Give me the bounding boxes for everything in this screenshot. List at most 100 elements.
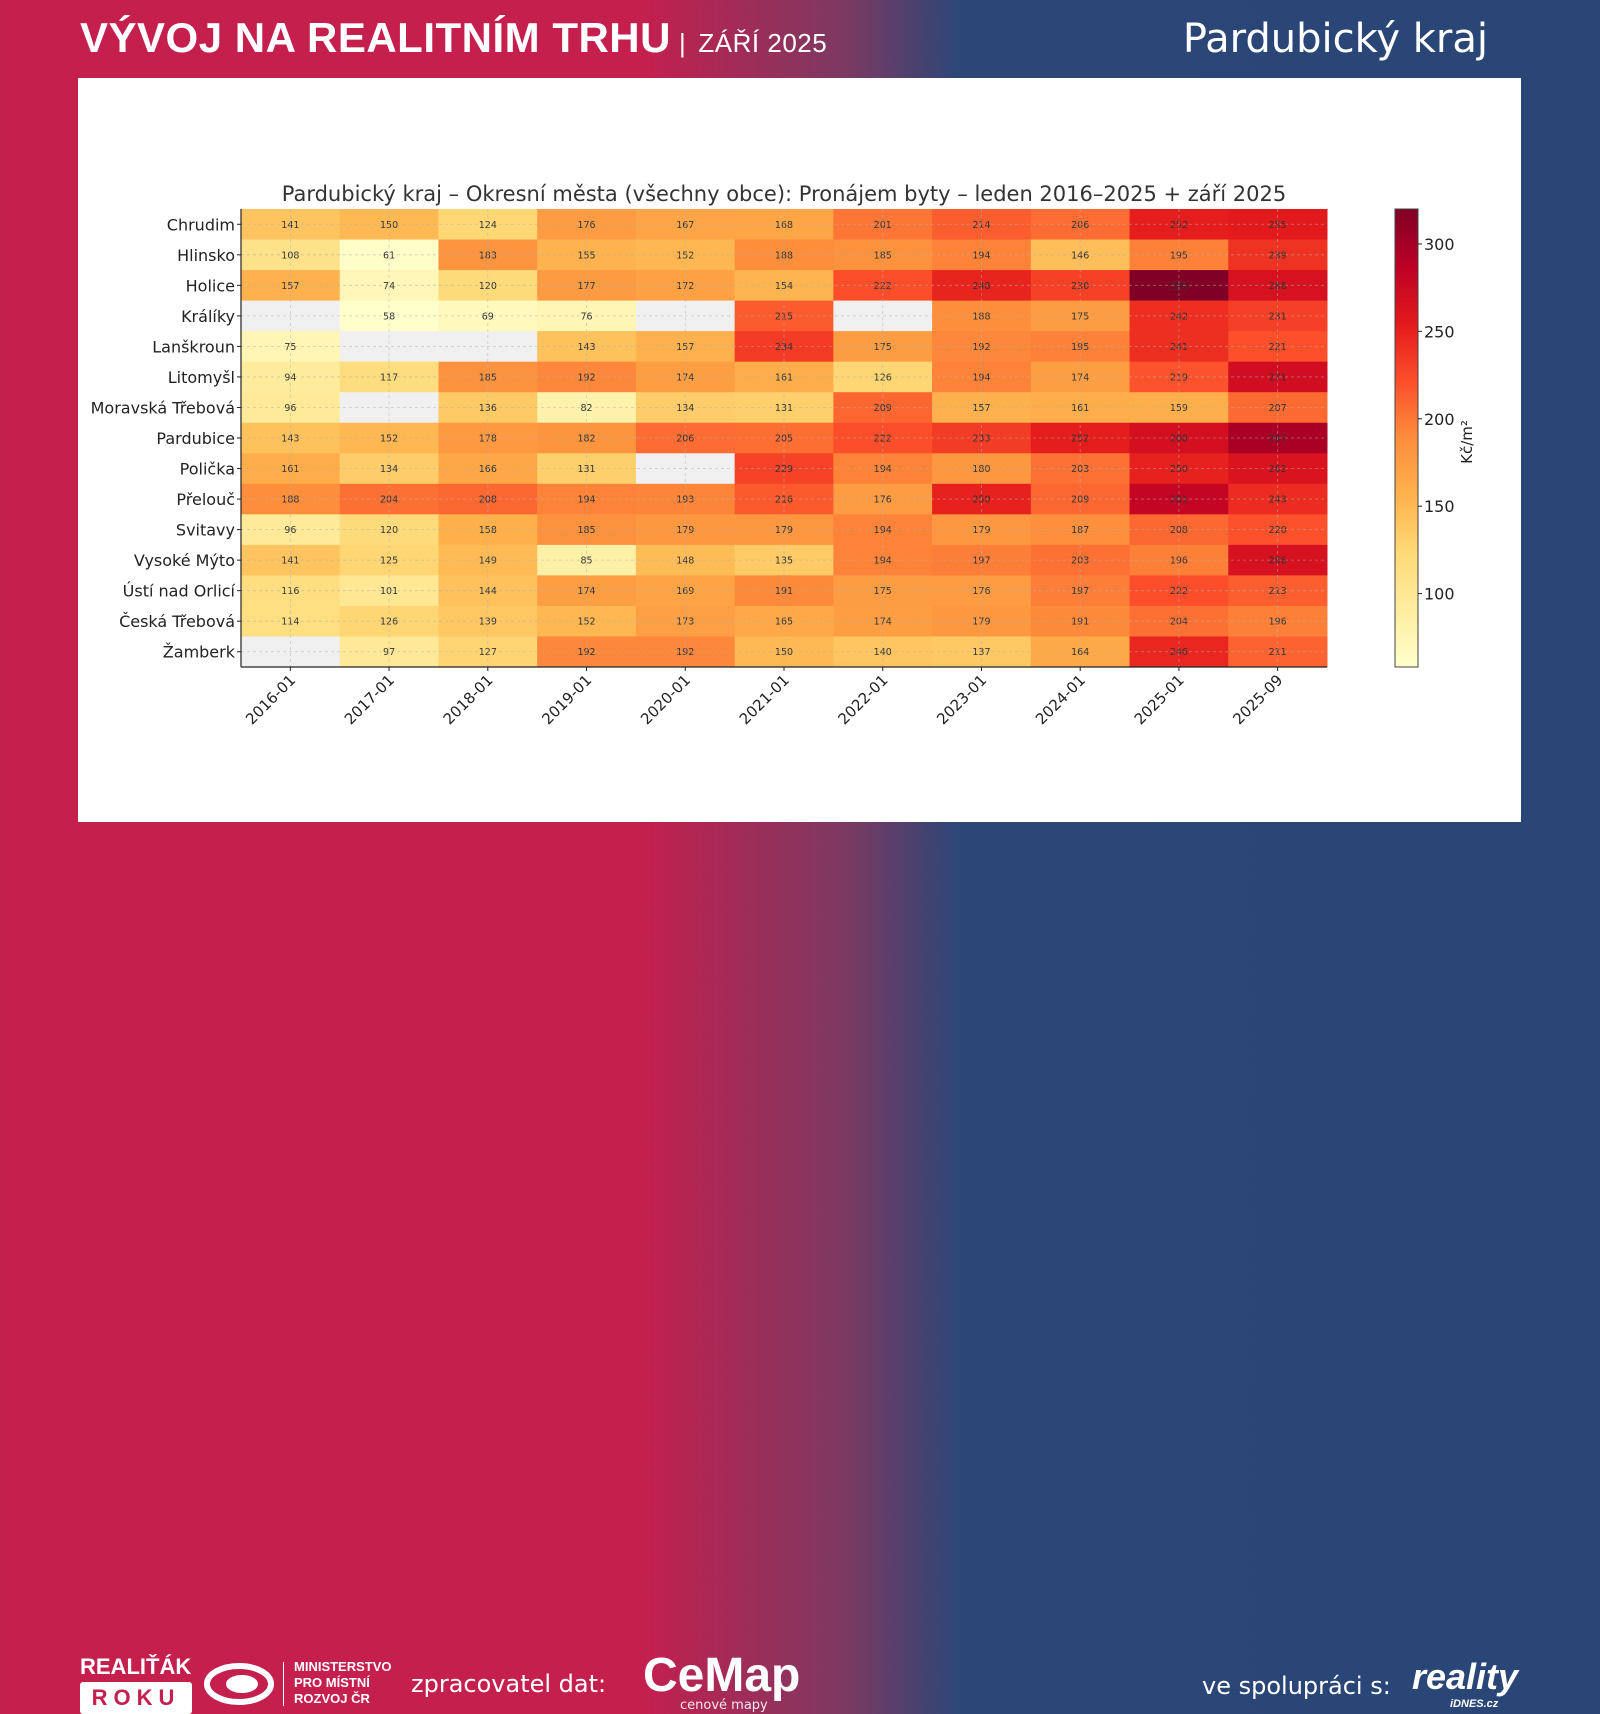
cell-value-label: 192 [676,647,694,658]
cell-value-label: 248 [972,281,990,292]
cell-value-label: 76 [580,311,592,322]
cell-value-label: 188 [281,495,299,506]
y-tick-label: Ústí nad Orlicí [123,582,236,601]
cell-value-label: 148 [676,556,694,567]
cell-value-label: 74 [383,281,395,292]
cell-value-label: 155 [577,250,595,261]
cell-value-label: 69 [482,311,494,322]
cell-value-label: 150 [380,220,398,231]
cell-value-label: 164 [1071,647,1089,658]
ministry-logo-icon [204,1663,274,1705]
y-tick-label: Pardubice [156,429,235,448]
cell-value-label: 120 [380,525,398,536]
y-tick-label: Polička [180,460,235,479]
ministry-line-1: MINISTERSTVO [294,1659,392,1674]
cell-value-label: 139 [479,617,497,628]
cell-value-label: 114 [281,617,299,628]
cell-value-label: 174 [577,586,595,597]
cell-value-label: 141 [281,220,299,231]
cell-value-label: 250 [972,495,990,506]
cell-value-label: 177 [577,281,595,292]
y-tick-label: Česká Třebová [119,612,235,631]
ministry-divider [283,1662,284,1706]
cell-value-label: 196 [1170,556,1188,567]
cell-value-label: 157 [281,281,299,292]
colorbar-tick-label: 150 [1424,497,1455,516]
cell-value-label: 243 [1269,495,1287,506]
cell-value-label: 196 [1269,617,1287,628]
cell-value-label: 167 [676,220,694,231]
cell-value-label: 116 [281,586,299,597]
cell-value-label: 266 [1269,281,1287,292]
y-tick-label: Chrudim [167,215,235,234]
y-tick-label: Králíky [181,307,235,326]
cell-value-label: 179 [972,617,990,628]
cell-value-label: 211 [1269,647,1287,658]
cell-value-label: 176 [972,586,990,597]
cell-value-label: 158 [479,525,497,536]
reality-idnes-subtitle: iDNES.cz [1450,1698,1499,1710]
cell-value-label: 152 [577,617,595,628]
cell-value-label: 140 [874,647,892,658]
y-tick-label: Svitavy [176,521,235,540]
y-tick-label: Žamberk [163,643,236,662]
cell-value-label: 150 [775,647,793,658]
reality-idnes-logo: reality [1412,1656,1519,1697]
colorbar-tick-label: 100 [1424,585,1455,604]
cell-value-label: 58 [383,311,395,322]
cell-value-label: 188 [775,250,793,261]
cell-value-label: 197 [972,556,990,567]
colorbar-tick-label: 300 [1424,235,1455,254]
data-processor-label: zpracovatel dat: [411,1670,607,1698]
cemap-subtitle: cenové mapy [680,1698,768,1713]
cell-value-label: 216 [775,495,793,506]
cell-value-label: 208 [479,495,497,506]
cell-value-label: 231 [1269,311,1287,322]
cell-value-label: 152 [676,250,694,261]
x-tick-label: 2024-01 [1032,671,1089,728]
cell-value-label: 179 [775,525,793,536]
cell-value-label: 96 [284,525,296,536]
cell-value-label: 154 [775,281,793,292]
cell-value-label: 137 [972,647,990,658]
cell-value-label: 222 [1170,586,1188,597]
cell-value-label: 191 [1071,617,1089,628]
y-tick-label: Přelouč [176,490,235,509]
x-tick-label: 2022-01 [835,671,892,728]
cell-value-label: 188 [972,311,990,322]
report-date: ZÁŘÍ 2025 [698,28,828,58]
cell-value-label: 194 [972,250,990,261]
cell-value-label: 193 [676,495,694,506]
cell-value-label: 197 [1071,586,1089,597]
cell-value-label: 125 [380,556,398,567]
colorbar [1394,208,1419,668]
cell-value-label: 242 [1170,311,1188,322]
x-tick-label: 2020-01 [637,671,694,728]
cell-value-label: 185 [577,525,595,536]
x-tick-label: 2017-01 [341,671,398,728]
cell-value-label: 220 [1269,525,1287,536]
colorbar-tick-label: 250 [1424,322,1455,341]
y-tick-label: Hlinsko [177,246,235,265]
cell-value-label: 165 [775,617,793,628]
x-tick-label: 2016-01 [242,671,299,728]
y-tick-label: Moravská Třebová [91,398,235,417]
cell-value-label: 120 [479,281,497,292]
cell-value-label: 203 [1071,556,1089,567]
cell-value-label: 175 [874,586,892,597]
cell-value-label: 146 [1071,250,1089,261]
cell-value-label: 214 [972,220,990,231]
cell-value-label: 174 [874,617,892,628]
cell-value-label: 176 [577,220,595,231]
realitak-logo-top: REALIŤÁK [80,1654,192,1679]
cell-value-label: 206 [1071,220,1089,231]
cell-value-label: 175 [1071,311,1089,322]
x-tick-label: 2019-01 [538,671,595,728]
cell-value-label: 97 [383,647,395,658]
cell-value-label: 108 [281,250,299,261]
cell-value-label: 194 [874,525,892,536]
y-tick-label: Vysoké Mýto [134,551,235,570]
cell-value-label: 195 [1170,250,1188,261]
cell-value-label: 101 [380,586,398,597]
ministry-line-2: PRO MÍSTNÍ [294,1675,370,1690]
